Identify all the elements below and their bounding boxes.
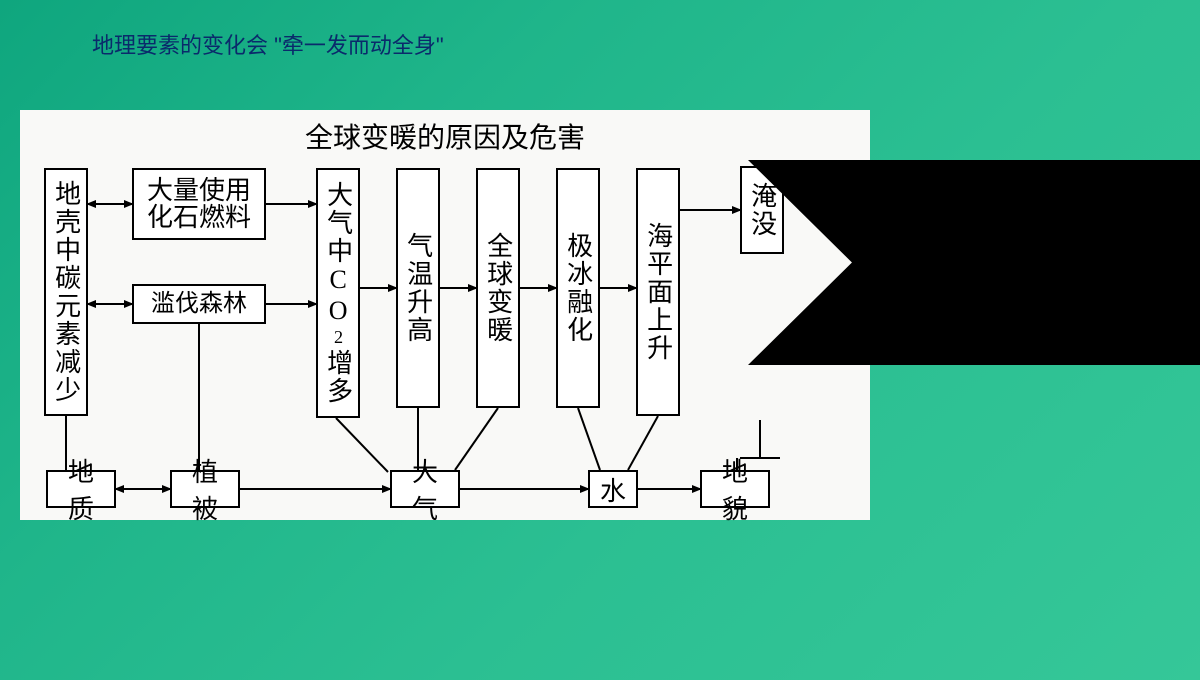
node-crust_carbon: 地壳中碳元素减少 [44, 168, 88, 416]
page-title: 地理要素的变化会 "牵一发而动全身" [92, 28, 444, 60]
node-temp_rise: 气温升高 [396, 168, 440, 408]
node-co2: 大气中CO2增多 [316, 168, 360, 418]
diagram-panel: 全球变暖的原因及危害 地壳中碳元素减少大量使用化石燃料滥伐森林 大气中CO2增多气… [20, 110, 870, 520]
diagram-title: 全球变暖的原因及危害 [20, 116, 870, 156]
node-geology: 地质 [46, 470, 116, 508]
node-sea_level: 海平面上升 [636, 168, 680, 416]
node-deforest: 滥伐森林 [132, 284, 266, 324]
node-landform: 地貌 [700, 470, 770, 508]
node-ice_melt: 极冰融化 [556, 168, 600, 408]
node-global_warm: 全球变暖 [476, 168, 520, 408]
node-fossil_fuel: 大量使用化石燃料 [132, 168, 266, 240]
node-atmosphere: 大气 [390, 470, 460, 508]
node-vegetation: 植被 [170, 470, 240, 508]
node-water: 水 [588, 470, 638, 508]
